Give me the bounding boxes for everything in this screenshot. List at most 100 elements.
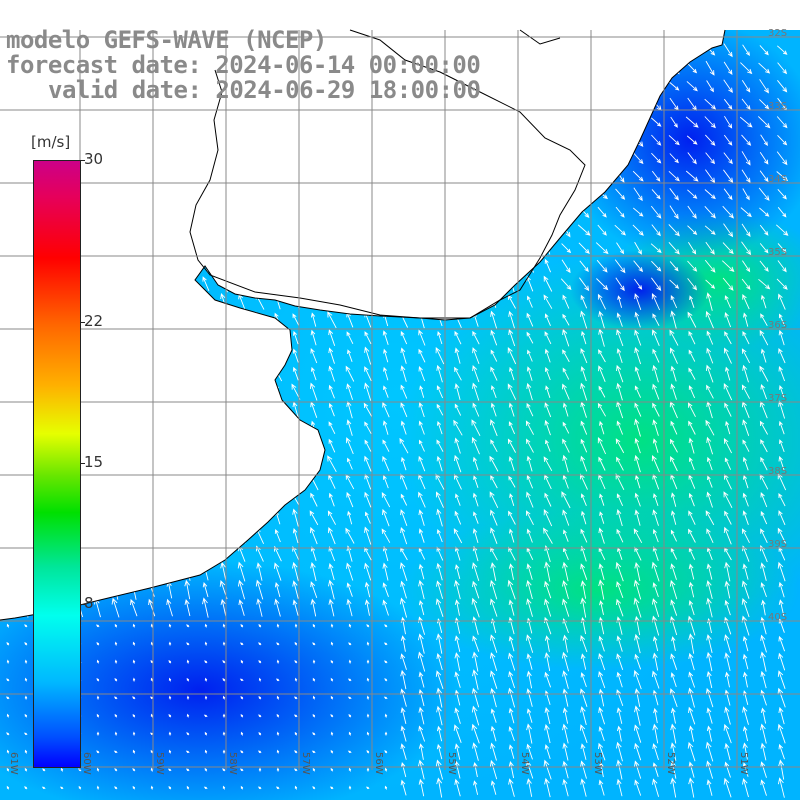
wind-arrow — [668, 62, 680, 75]
wind-arrow — [777, 260, 787, 273]
wind-arrow — [507, 168, 517, 184]
wind-arrow — [599, 493, 605, 506]
wind-arrow — [41, 786, 46, 790]
wind-arrow — [96, 713, 100, 718]
wind-arrow — [240, 659, 244, 664]
wind-arrow — [22, 223, 30, 236]
wind-arrow — [778, 366, 786, 382]
wind-arrow — [615, 134, 625, 147]
wind-arrow — [274, 545, 282, 562]
wind-arrow — [202, 419, 210, 436]
wind-arrow — [688, 600, 695, 616]
wind-arrow — [418, 671, 425, 688]
wind-arrow — [348, 623, 352, 628]
wind-arrow — [760, 742, 767, 761]
wind-arrow — [454, 132, 462, 147]
wind-arrow — [310, 151, 318, 165]
wind-arrow — [634, 633, 641, 654]
wind-arrow — [60, 767, 64, 772]
wind-arrow — [328, 257, 336, 274]
wind-arrow — [111, 509, 121, 526]
wind-arrow — [418, 348, 426, 363]
wind-arrow — [489, 257, 499, 274]
wind-arrow — [525, 130, 534, 149]
wind-arrow — [399, 239, 409, 256]
wind-arrow — [453, 528, 463, 544]
wind-arrow — [150, 641, 154, 646]
wind-arrow — [185, 529, 191, 542]
wind-arrow — [166, 330, 174, 345]
wind-arrow — [203, 114, 209, 129]
wind-arrow — [543, 527, 553, 544]
wind-arrow — [417, 651, 426, 672]
wind-arrow — [202, 276, 210, 291]
wind-arrow — [276, 749, 280, 754]
wind-arrow — [779, 439, 785, 453]
wind-arrow — [686, 44, 698, 56]
wind-arrow — [256, 167, 264, 185]
wind-arrow — [165, 546, 174, 561]
wind-arrow — [166, 166, 174, 185]
wind-arrow — [598, 688, 605, 707]
wind-arrow — [4, 329, 12, 346]
wind-arrow — [722, 205, 735, 219]
wind-arrow — [364, 115, 372, 128]
wind-arrow — [759, 170, 769, 183]
wind-arrow — [723, 223, 734, 238]
wind-arrow — [59, 786, 64, 790]
wind-arrow — [526, 402, 534, 417]
wind-arrow — [328, 347, 335, 364]
wind-arrow — [184, 508, 192, 527]
wind-arrow — [688, 492, 695, 507]
wind-arrow — [24, 677, 28, 682]
wind-arrow — [526, 149, 534, 166]
wind-arrow — [436, 132, 444, 148]
wind-arrow — [526, 688, 533, 707]
wind-arrow — [705, 169, 716, 184]
wind-arrow — [526, 760, 534, 779]
wind-arrow — [616, 382, 623, 401]
wind-arrow — [276, 642, 280, 646]
longitude-label: 58W — [227, 752, 238, 775]
wind-arrow — [651, 224, 661, 237]
wind-arrow — [150, 767, 154, 772]
wind-arrow — [310, 366, 317, 381]
wind-arrow — [22, 293, 30, 310]
wind-arrow — [724, 331, 732, 345]
wind-arrow — [418, 706, 425, 725]
wind-arrow — [597, 437, 607, 455]
wind-arrow — [96, 659, 100, 664]
wind-arrow — [508, 707, 515, 724]
wind-arrow — [687, 63, 698, 74]
wind-arrow — [579, 688, 588, 707]
wind-arrow — [366, 731, 370, 736]
wind-arrow — [238, 419, 246, 436]
wind-arrow — [112, 545, 119, 562]
wind-arrow — [364, 241, 372, 255]
wind-arrow — [436, 149, 444, 166]
wind-arrow — [596, 97, 608, 111]
wind-arrow — [310, 259, 318, 272]
wind-arrow — [130, 475, 137, 488]
wind-arrow — [328, 241, 336, 255]
wind-arrow — [507, 347, 517, 365]
wind-arrow — [526, 653, 533, 670]
wind-arrow — [579, 473, 588, 490]
wind-arrow — [687, 189, 698, 199]
wind-arrow — [507, 113, 517, 130]
wind-arrow — [490, 42, 498, 57]
wind-arrow — [112, 130, 120, 149]
wind-arrow — [4, 258, 11, 273]
wind-arrow — [599, 511, 605, 524]
wind-arrow — [22, 204, 30, 219]
wind-arrow — [148, 257, 155, 274]
wind-arrow — [687, 741, 696, 762]
wind-arrow — [580, 597, 587, 618]
wind-arrow — [94, 185, 102, 202]
wind-arrow — [95, 205, 101, 219]
wind-arrow — [364, 185, 372, 202]
wind-arrow — [616, 528, 624, 543]
latitude-label: 35S — [768, 247, 787, 258]
wind-arrow — [418, 256, 425, 275]
wind-arrow — [526, 723, 533, 744]
